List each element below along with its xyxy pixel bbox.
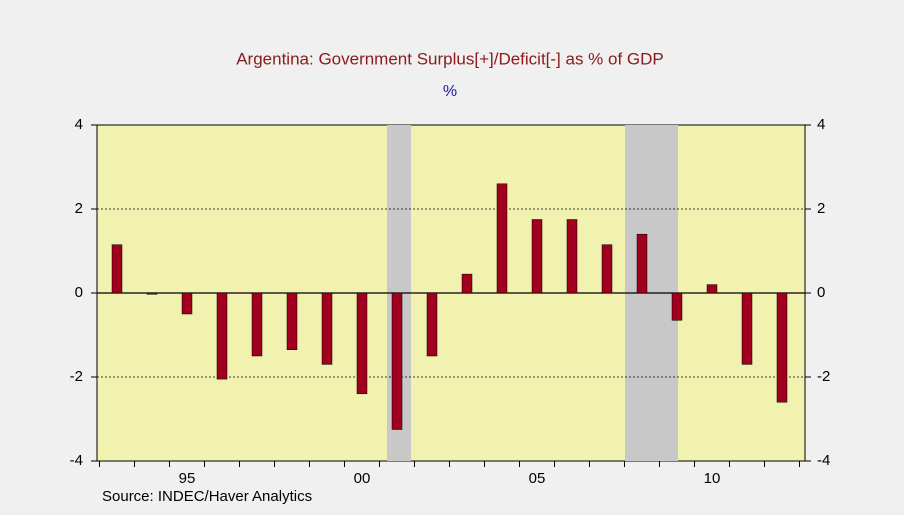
bar (356, 292, 368, 395)
source: Source: INDEC/Haver Analytics (102, 488, 312, 505)
y2-tick-label: 2 (817, 200, 825, 217)
bar (426, 292, 438, 357)
x-tick-label: 95 (179, 470, 196, 487)
bar (776, 292, 788, 403)
bar (286, 292, 298, 350)
x-tick-label: 05 (529, 470, 546, 487)
bar (636, 233, 648, 294)
y2-tick-label: 0 (817, 284, 825, 301)
chart-subtitle: % (443, 83, 457, 100)
bar (321, 292, 333, 365)
y-tick-label: 4 (75, 116, 83, 133)
bar (741, 292, 753, 365)
bar (181, 292, 193, 315)
y-tick-label: 0 (75, 284, 83, 301)
bar (391, 292, 403, 430)
bar (706, 284, 718, 294)
x-tick-label: 10 (704, 470, 721, 487)
y2-tick-label: -2 (817, 368, 830, 385)
y-tick-label: -4 (70, 452, 83, 469)
x-tick-label: 00 (354, 470, 371, 487)
y2-tick-label: 4 (817, 116, 825, 133)
bar (531, 219, 543, 294)
bar (461, 273, 473, 294)
y-tick-label: -2 (70, 368, 83, 385)
y-tick-label: 2 (75, 200, 83, 217)
bar (251, 292, 263, 357)
y2-tick-label: -4 (817, 452, 830, 469)
bar (146, 292, 158, 295)
chart-title: Argentina: Government Surplus[+]/Deficit… (236, 49, 664, 68)
bar (111, 244, 123, 294)
bar (216, 292, 228, 380)
bar (496, 183, 508, 294)
bar (671, 292, 683, 321)
bar (601, 244, 613, 294)
bar (566, 219, 578, 294)
